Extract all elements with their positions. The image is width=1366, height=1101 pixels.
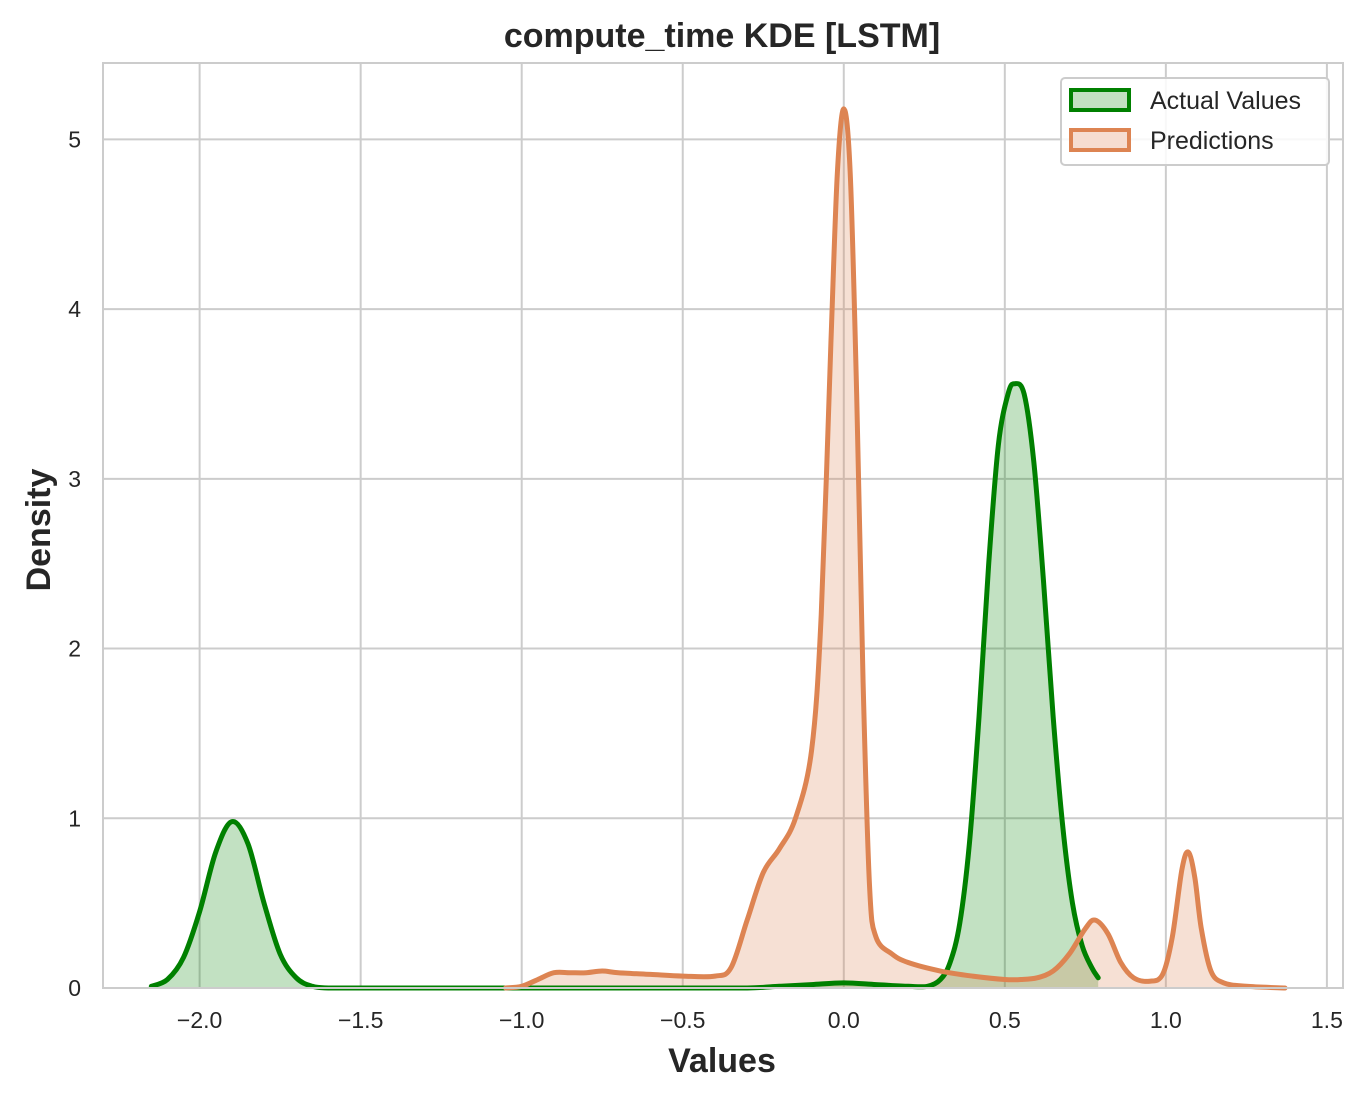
y-axis-label: Density xyxy=(20,469,58,592)
x-tick-label: −1.5 xyxy=(338,1007,383,1033)
legend: Actual Values Predictions xyxy=(1060,77,1330,166)
x-tick-label: 1.0 xyxy=(1150,1007,1182,1033)
kde-area-actual-values xyxy=(151,383,1099,988)
tick-labels: −2.0 −1.5 −1.0 −0.5 0.0 0.5 1.0 1.5 0 1 2 3 4 5 xyxy=(68,126,1343,1033)
x-tick-label: −2.0 xyxy=(177,1007,222,1033)
x-tick-label: 1.5 xyxy=(1311,1007,1343,1033)
legend-label-actual-values: Actual Values xyxy=(1150,87,1301,115)
kde-line-actual-values xyxy=(148,381,1101,991)
series-layer xyxy=(148,106,1288,991)
y-tick-label: 3 xyxy=(68,466,81,492)
plot-frame xyxy=(102,62,1344,989)
x-tick-label: −1.0 xyxy=(499,1007,544,1033)
y-tick-label: 4 xyxy=(68,296,81,322)
legend-swatch-actual-values xyxy=(1069,88,1131,112)
legend-swatch-predictions xyxy=(1069,128,1131,152)
grid xyxy=(103,63,1343,989)
x-axis-label: Values xyxy=(668,1042,776,1080)
x-tick-label: −0.5 xyxy=(660,1007,705,1033)
legend-label-predictions: Predictions xyxy=(1150,127,1274,155)
kde-area-predictions xyxy=(505,108,1286,988)
y-tick-label: 0 xyxy=(68,975,81,1001)
x-tick-label: 0.0 xyxy=(828,1007,860,1033)
y-tick-label: 2 xyxy=(68,636,81,662)
x-tick-label: 0.5 xyxy=(989,1007,1021,1033)
y-tick-label: 1 xyxy=(68,805,81,831)
chart-title: compute_time KDE [LSTM] xyxy=(504,17,940,55)
y-tick-label: 5 xyxy=(68,126,81,152)
kde-line-predictions xyxy=(503,106,1288,991)
